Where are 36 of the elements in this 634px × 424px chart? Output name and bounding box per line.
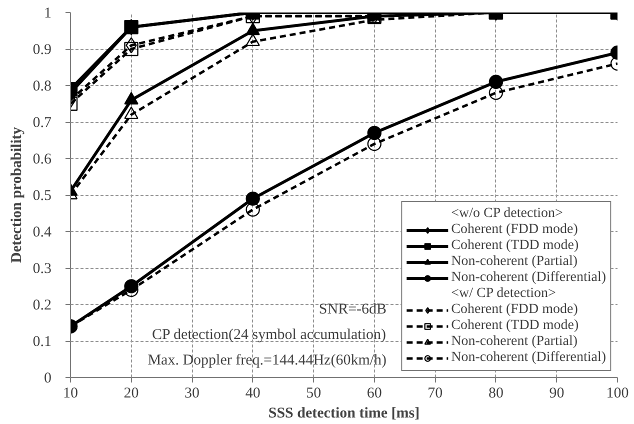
y-tick-label: 0 [44,370,52,386]
x-tick-label: 80 [488,386,504,402]
y-tick-label: 0.9 [32,42,52,58]
legend-label: Non-coherent (Differential) [451,270,606,286]
x-tick-label: 100 [606,386,629,402]
annotation: <w/ CP detection> [451,286,556,302]
y-tick-label: 0.6 [32,152,52,168]
x-tick-label: 20 [124,386,139,402]
legend-label: Non-coherent (Partial) [451,254,578,270]
legend-label: Coherent (TDD mode) [451,238,579,254]
y-tick-label: 1 [44,6,52,22]
x-tick-label: 90 [549,386,564,402]
y-tick-label: 0.8 [32,78,52,94]
x-tick-label: 30 [184,386,200,402]
legend-label: Non-coherent (Differential) [451,350,606,366]
y-axis-title: Detection probability [8,126,25,263]
y-tick-label: 0.1 [32,334,52,350]
x-tick-label: 60 [366,386,382,402]
legend-label: Non-coherent (Partial) [451,334,578,350]
legend-label: Coherent (TDD mode) [451,318,579,334]
annotation: SNR=-6dB [318,301,387,318]
x-tick-label: 10 [63,386,78,402]
y-tick-label: 0.3 [32,261,52,277]
y-tick-label: 0.7 [32,115,52,131]
y-tick-label: 0.5 [32,188,52,204]
x-tick-label: 50 [306,386,322,402]
annotation: CP detection(24 symbol accumulation) [152,326,386,343]
annotation: Max. Doppler freq.=144.44Hz(60km/h) [148,352,387,368]
x-tick-label: 70 [428,386,443,402]
legend-label: Coherent (FDD mode) [451,302,578,318]
x-axis-title: SSS detection time [ms] [268,406,420,422]
x-tick-label: 40 [245,386,260,402]
y-tick-label: 0.2 [32,298,52,314]
legend-label: Coherent (FDD mode) [451,222,578,238]
legend-title: <w/o CP detection> [451,206,563,222]
y-tick-label: 0.4 [32,224,52,240]
